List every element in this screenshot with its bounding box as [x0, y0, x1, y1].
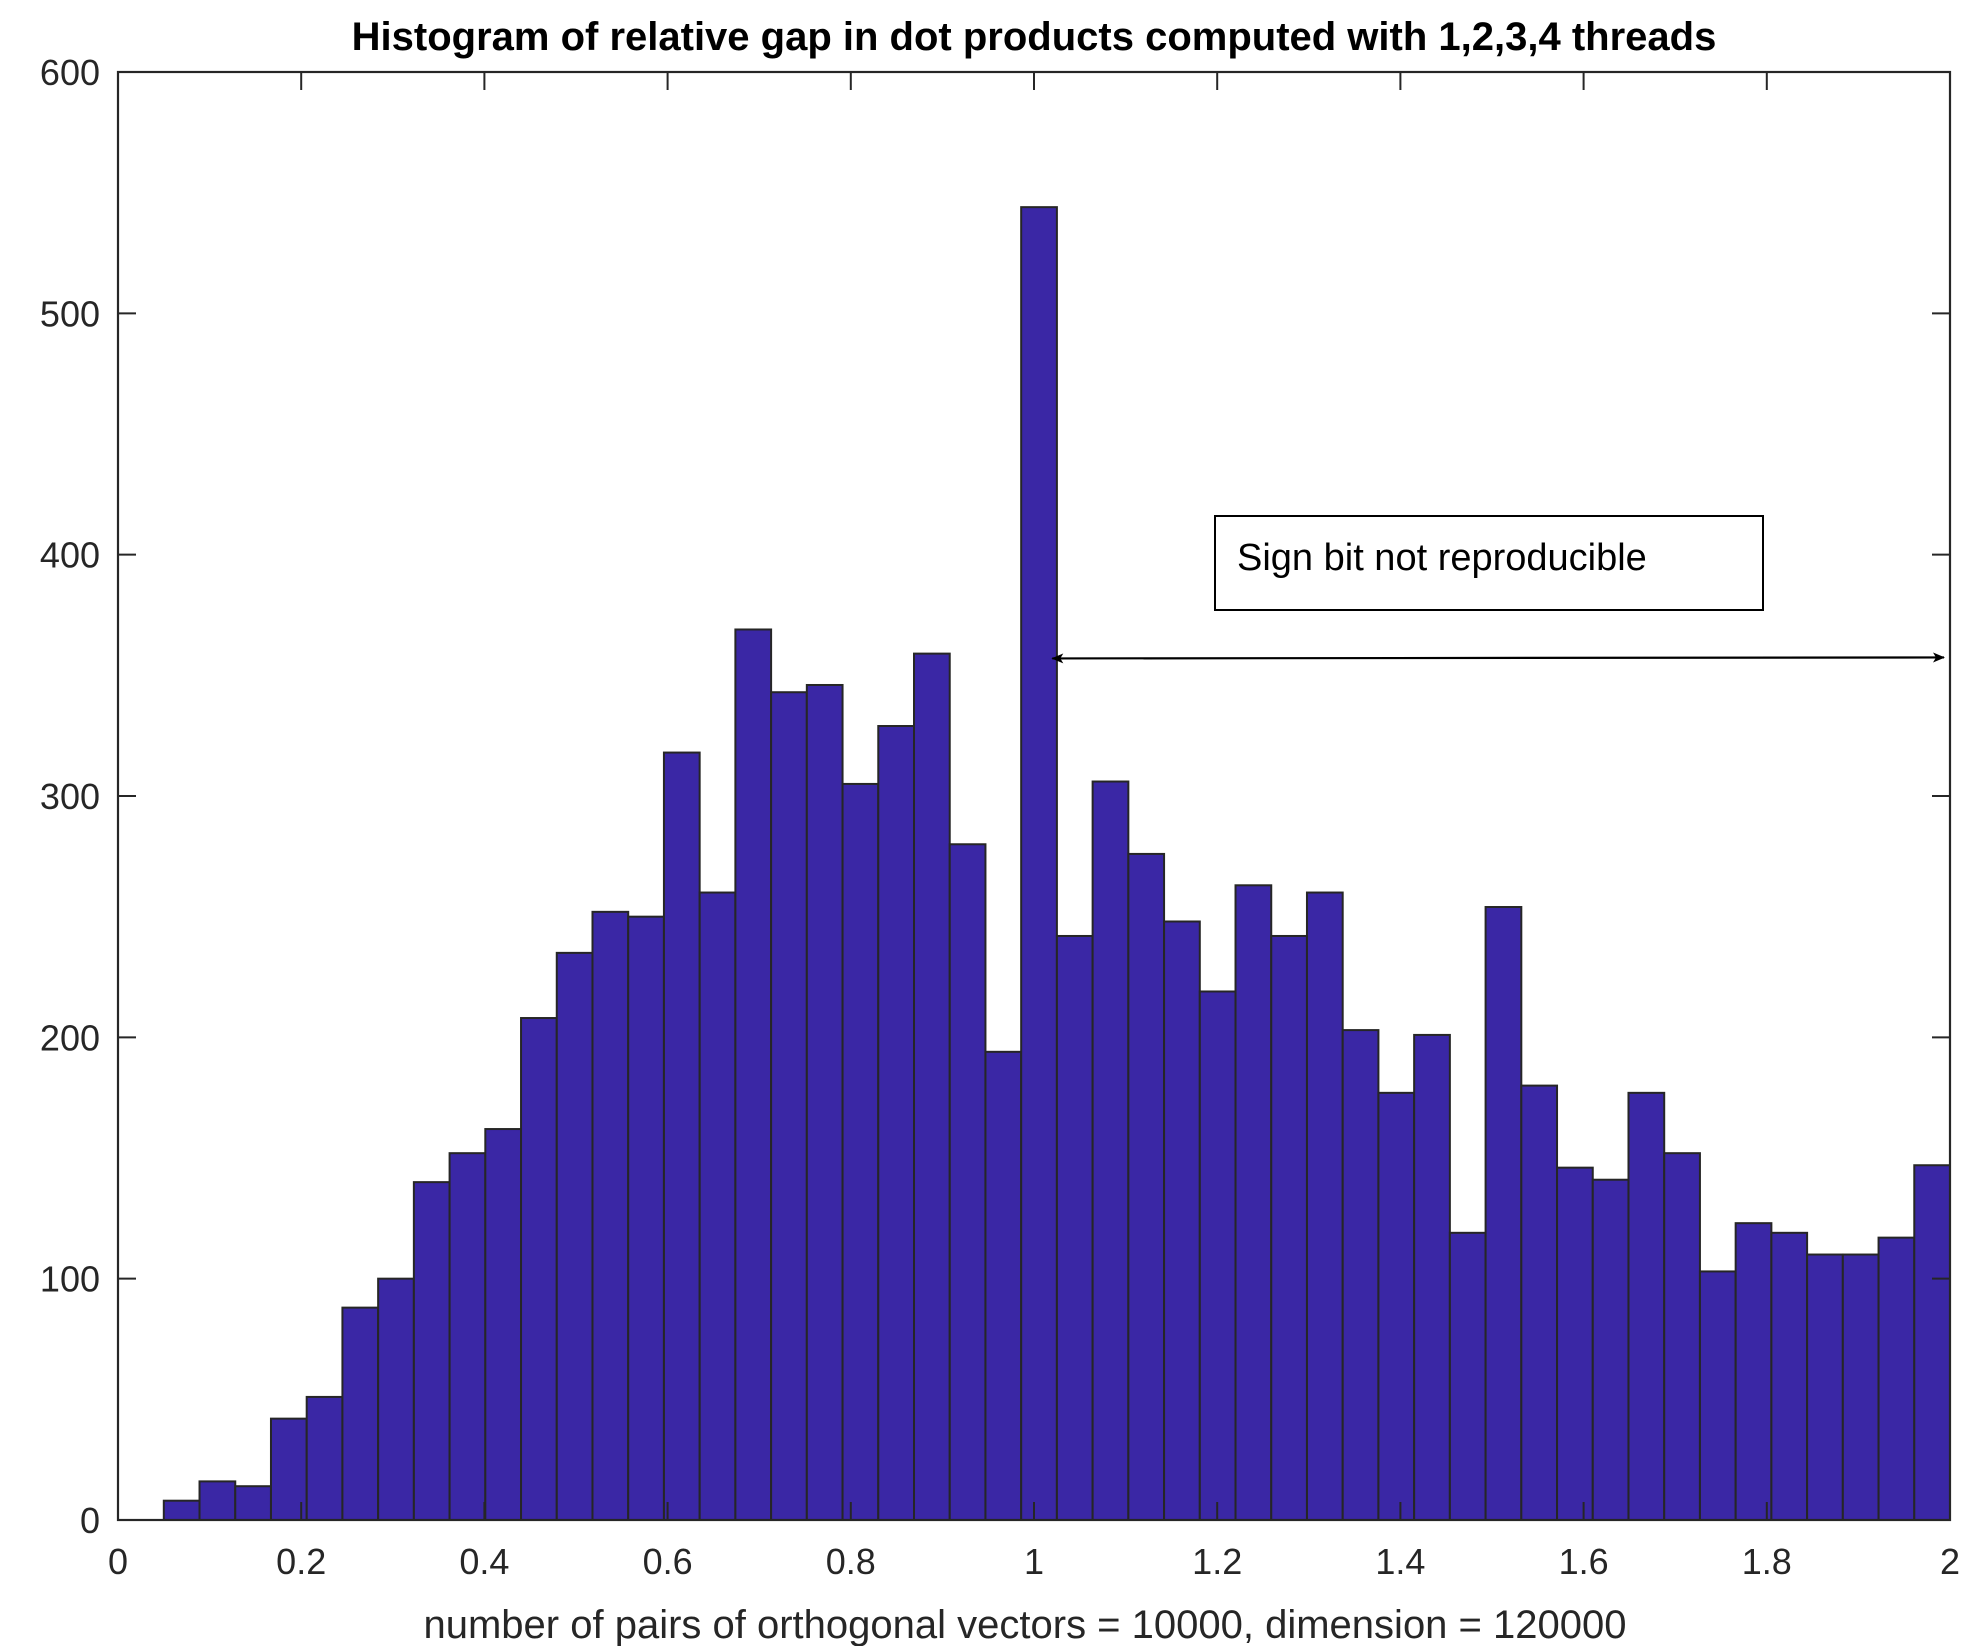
histogram-bar	[1448, 1231, 1487, 1522]
histogram-bar	[770, 691, 808, 1521]
histogram-bar	[1234, 884, 1273, 1521]
histogram-bar	[1091, 780, 1130, 1521]
x-tick-label: 1.6	[1559, 1541, 1609, 1582]
histogram-bar	[841, 782, 880, 1521]
histogram-bar	[1270, 934, 1308, 1521]
histogram-bar	[913, 652, 951, 1521]
x-tick-label: 0.4	[459, 1541, 509, 1582]
histogram-bar	[1127, 852, 1166, 1521]
double-arrow-icon	[1051, 652, 1945, 664]
histogram-bar	[1877, 1236, 1916, 1521]
x-tick-label: 1.8	[1742, 1541, 1792, 1582]
y-tick-label: 100	[40, 1259, 100, 1300]
x-tick-label: 0.2	[276, 1541, 326, 1582]
histogram-bar	[1913, 1164, 1951, 1521]
x-axis-ticks: 0 0.2 0.4 0.6 0.8 1 1.2 1.4 1.6 1.8 2	[108, 72, 1960, 1582]
histogram-bar	[734, 628, 773, 1521]
histogram-bar	[412, 1181, 451, 1521]
x-tick-label: 0.6	[643, 1541, 693, 1582]
histogram-bar	[1377, 1091, 1416, 1521]
histogram-bar	[805, 683, 844, 1521]
x-tick-label: 0.8	[826, 1541, 876, 1582]
annotation-box	[1214, 515, 1764, 611]
histogram-bar	[1770, 1231, 1809, 1522]
histogram-bar	[1055, 934, 1094, 1521]
annotation: Sign bit not reproducible	[1051, 515, 1945, 664]
y-tick-label: 300	[40, 776, 100, 817]
x-tick-label: 1.4	[1375, 1541, 1425, 1582]
histogram-bar	[662, 751, 701, 1521]
histogram-bar	[984, 1050, 1023, 1522]
histogram-bar	[520, 1017, 558, 1521]
histogram-bar	[162, 1499, 201, 1522]
histogram-bar	[1734, 1222, 1773, 1522]
histogram-bar	[1484, 906, 1523, 1521]
histogram-bar	[1020, 206, 1058, 1522]
histogram-bar	[484, 1128, 523, 1522]
x-tick-label: 1.2	[1192, 1541, 1242, 1582]
histogram-bar	[1341, 1029, 1380, 1522]
histogram-bar	[1841, 1253, 1880, 1521]
x-tick-label: 0	[108, 1541, 128, 1582]
histogram-bar	[341, 1306, 380, 1522]
histogram-bar	[1591, 1178, 1630, 1521]
annotation-text: Sign bit not reproducible	[1237, 537, 1647, 579]
histogram-bar	[591, 910, 630, 1521]
bars-group	[162, 206, 1951, 1522]
histogram-bar	[1413, 1033, 1451, 1522]
chart-title: Histogram of relative gap in dot product…	[352, 15, 1717, 59]
histogram-bar	[377, 1277, 415, 1521]
histogram-bar	[269, 1417, 308, 1522]
histogram-bar	[948, 843, 987, 1521]
x-tick-label: 2	[1940, 1541, 1960, 1582]
y-axis-ticks: 0 100 200 300 400 500 600	[40, 52, 1950, 1541]
histogram-bar	[198, 1480, 237, 1522]
y-tick-label: 600	[40, 52, 100, 93]
histogram-bar	[1663, 1152, 1701, 1521]
histogram-bar	[698, 891, 737, 1521]
histogram-bar	[555, 951, 594, 1521]
histogram-bar	[1198, 990, 1237, 1521]
histogram-bar	[1163, 920, 1201, 1521]
histogram-bar	[1305, 891, 1344, 1521]
histogram-bar	[1556, 1166, 1594, 1521]
histogram-bar	[877, 725, 916, 1521]
histogram-bar	[305, 1395, 344, 1522]
histogram-bar	[448, 1152, 487, 1521]
histogram-bar	[1806, 1253, 1844, 1521]
histogram-bar	[1627, 1091, 1666, 1521]
histogram-bar	[1520, 1084, 1559, 1521]
y-tick-label: 0	[80, 1500, 100, 1541]
histogram-bar	[234, 1485, 272, 1522]
histogram-bar	[627, 915, 665, 1521]
y-tick-label: 500	[40, 293, 100, 334]
y-tick-label: 200	[40, 1017, 100, 1058]
histogram-bar	[1698, 1270, 1737, 1521]
y-tick-label: 400	[40, 535, 100, 576]
x-axis-label: number of pairs of orthogonal vectors = …	[423, 1603, 1626, 1646]
x-tick-label: 1	[1024, 1541, 1044, 1582]
